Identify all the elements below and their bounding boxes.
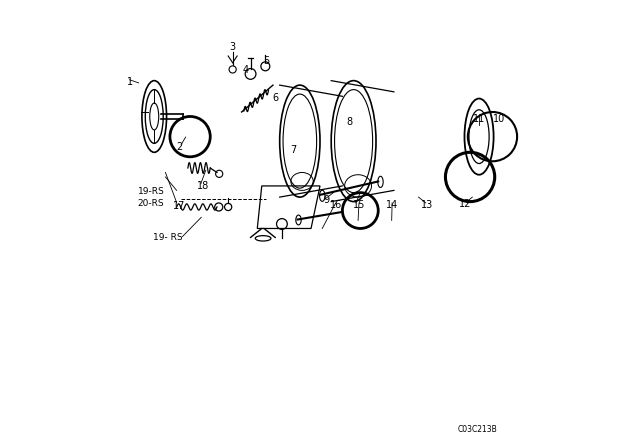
Text: 19-RS: 19-RS [138, 187, 164, 196]
Text: 17: 17 [173, 201, 185, 211]
Text: 2: 2 [176, 142, 182, 152]
Text: 7: 7 [290, 145, 296, 155]
Text: 10: 10 [493, 114, 506, 124]
Text: 20-RS: 20-RS [138, 199, 164, 208]
Text: 5: 5 [263, 56, 269, 66]
Text: 11: 11 [473, 114, 485, 124]
Text: 6: 6 [272, 93, 278, 103]
Text: 4: 4 [243, 65, 249, 75]
Text: 13: 13 [421, 200, 434, 210]
Text: 16: 16 [330, 200, 342, 210]
Text: 3: 3 [230, 42, 236, 52]
Text: 14: 14 [385, 200, 398, 210]
Text: 9: 9 [324, 195, 330, 205]
Text: 19- RS: 19- RS [154, 233, 183, 242]
Text: 15: 15 [353, 200, 365, 210]
Text: 18: 18 [196, 181, 209, 191]
Text: C03C213B: C03C213B [457, 425, 497, 434]
Text: 8: 8 [346, 117, 352, 127]
Text: 12: 12 [460, 199, 472, 209]
Text: 1: 1 [127, 77, 132, 86]
